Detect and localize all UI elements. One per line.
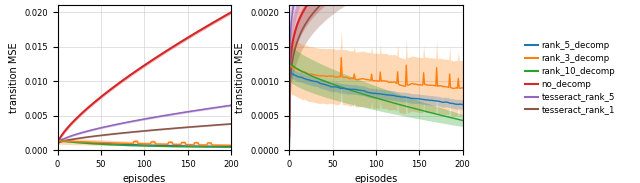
X-axis label: episodes: episodes [123,174,166,183]
X-axis label: episodes: episodes [355,174,397,183]
Legend: rank_5_decomp, rank_3_decomp, rank_10_decomp, no_decomp, tesseract_rank_5, tesse: rank_5_decomp, rank_3_decomp, rank_10_de… [525,41,615,114]
Y-axis label: transition MSE: transition MSE [9,42,19,113]
Y-axis label: transition MSE: transition MSE [235,42,245,113]
